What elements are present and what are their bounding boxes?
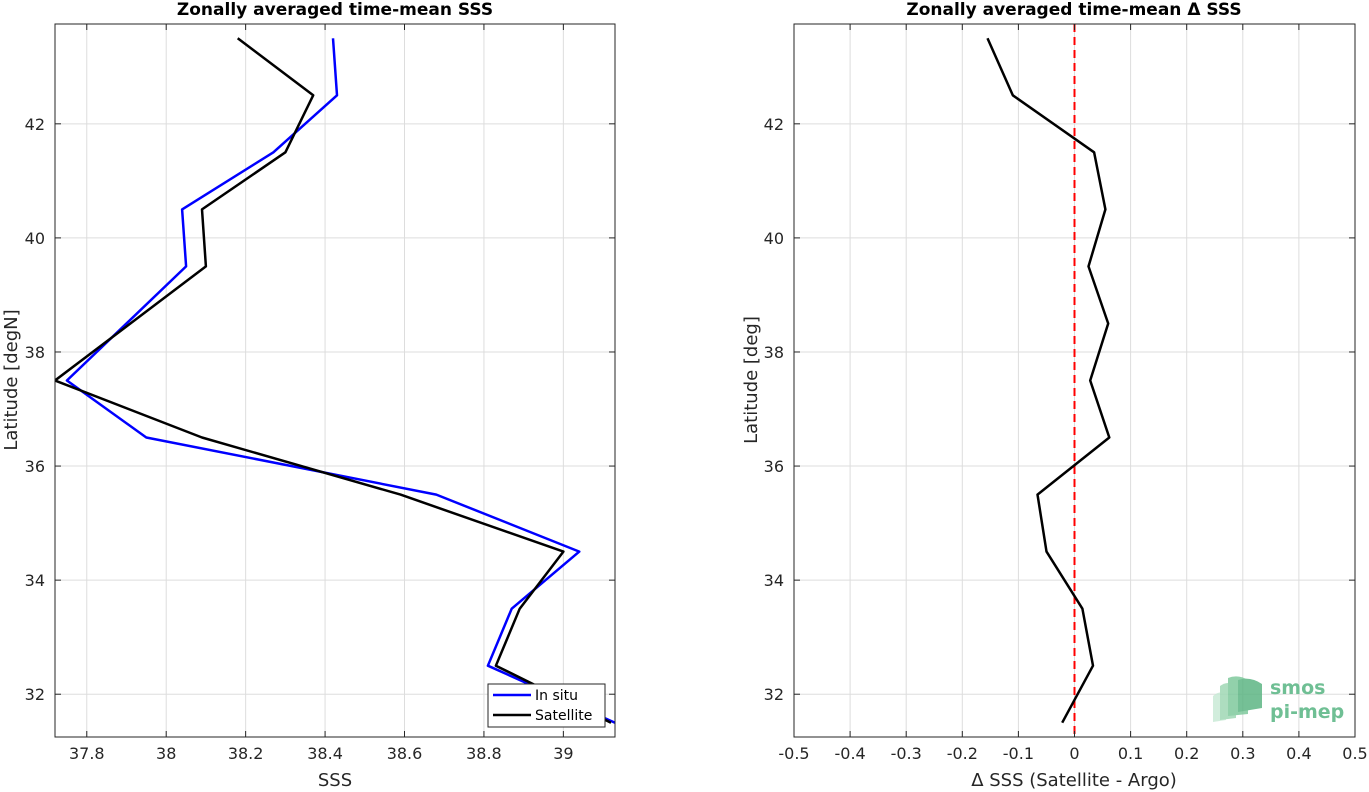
legend: In situ Satellite (487, 683, 606, 728)
chart-left-ticks: 37.8 38 38.2 38.4 38.6 38.8 39 32 34 36 38 40 42 (25, 24, 615, 763)
logo-text-pi-mep: pi-mep (1270, 701, 1344, 723)
y-tick-label: 40 (25, 229, 45, 248)
series-line-delta-sss (986, 37, 1111, 724)
x-tick-label: 39 (553, 744, 573, 763)
y-tick-label: 32 (25, 685, 45, 704)
chart-left-grid (55, 24, 615, 737)
x-tick-label: -0.2 (947, 744, 978, 763)
y-tick-label: 42 (764, 115, 784, 134)
x-tick-label: 0.2 (1174, 744, 1199, 763)
x-tick-label: -0.1 (1003, 744, 1034, 763)
smos-pi-mep-logo: smos pi-mep (1213, 676, 1344, 723)
x-tick-label: 0.3 (1230, 744, 1255, 763)
series-line-satellite (55, 37, 612, 724)
legend-label-satellite: Satellite (535, 708, 592, 724)
chart-right: Zonally averaged time-mean Δ SSS -0.5 -0.… (741, 0, 1368, 791)
y-tick-label: 34 (25, 571, 45, 590)
x-tick-label: -0.3 (891, 744, 922, 763)
x-tick-label: 38.4 (307, 744, 343, 763)
x-tick-label: 0.5 (1342, 744, 1367, 763)
y-tick-label: 36 (764, 457, 784, 476)
legend-box (487, 683, 606, 728)
logo-text-smos: smos (1270, 677, 1325, 699)
chart-left-xlabel: SSS (318, 770, 352, 791)
chart-right-ticks: -0.5 -0.4 -0.3 -0.2 -0.1 0 0.1 0.2 0.3 0.4 0.5 32 34… (764, 24, 1368, 763)
y-tick-label: 38 (25, 343, 45, 362)
x-tick-label: 0 (1069, 744, 1079, 763)
chart-right-xlabel: Δ SSS (Satellite - Argo) (971, 770, 1177, 791)
x-tick-label: 38.2 (228, 744, 264, 763)
y-tick-label: 32 (764, 685, 784, 704)
x-tick-label: -0.4 (834, 744, 865, 763)
y-tick-label: 42 (25, 115, 45, 134)
chart-left-title: Zonally averaged time-mean SSS (177, 0, 493, 20)
y-tick-label: 40 (764, 229, 784, 248)
x-tick-label: 38.6 (387, 744, 423, 763)
x-tick-label: -0.5 (778, 744, 809, 763)
x-tick-label: 38.8 (466, 744, 502, 763)
chart-left-ylabel: Latitude [degN] (1, 309, 22, 450)
chart-right-ylabel: Latitude [deg] (741, 316, 762, 444)
series-line-in-situ (65, 38, 615, 724)
x-tick-label: 0.1 (1118, 744, 1143, 763)
chart-left: Zonally averaged time-mean SSS 37.8 38 38.… (1, 0, 616, 791)
legend-label-in-situ: In situ (535, 688, 578, 704)
chart-left-series (55, 37, 615, 724)
y-tick-label: 36 (25, 457, 45, 476)
y-tick-label: 34 (764, 571, 784, 590)
x-tick-label: 0.4 (1286, 744, 1311, 763)
chart-left-axes-box (54, 23, 616, 738)
y-tick-label: 38 (764, 343, 784, 362)
x-tick-label: 37.8 (69, 744, 105, 763)
x-tick-label: 38 (156, 744, 176, 763)
logo-wave-icon (1213, 676, 1262, 722)
chart-right-title: Zonally averaged time-mean Δ SSS (906, 0, 1241, 20)
chart-right-series (986, 24, 1111, 737)
